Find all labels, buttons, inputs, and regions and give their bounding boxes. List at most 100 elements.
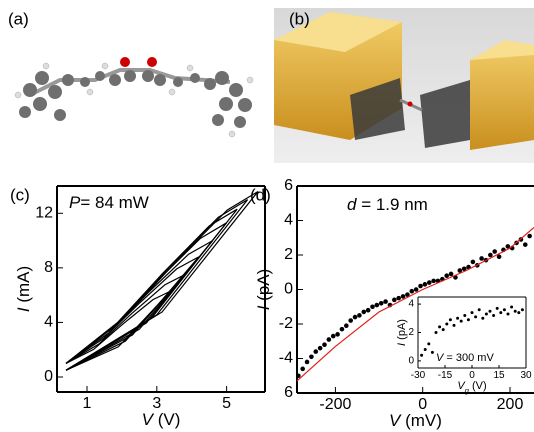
y-tick-label: -2 [279, 315, 293, 332]
data-point [478, 308, 481, 311]
data-point [401, 294, 406, 299]
data-point [442, 328, 445, 331]
data-point [327, 337, 332, 342]
y-tick-label: 4 [44, 314, 53, 331]
data-point [449, 272, 454, 277]
y-tick-label: 0 [408, 356, 414, 367]
label-text: = 300 mV [443, 352, 494, 364]
y-tick-label: 8 [44, 259, 53, 276]
y-tick-label: 6 [284, 177, 293, 194]
data-point [300, 367, 305, 372]
data-point [409, 289, 414, 294]
y-tick-label: 2 [408, 327, 414, 338]
data-point [305, 360, 310, 365]
label-text: (V) [469, 380, 487, 392]
data-point [366, 308, 371, 313]
panel-label: (d) [250, 185, 271, 204]
x-tick-label: -30 [411, 370, 426, 381]
data-point [431, 279, 436, 284]
data-point [521, 308, 524, 311]
data-point [296, 373, 301, 378]
data-point [510, 305, 513, 308]
data-point [463, 314, 466, 317]
data-point [445, 322, 448, 325]
x-tick-label: 1 [83, 395, 92, 412]
axis-label: I (pA) [254, 269, 273, 311]
data-point [309, 354, 314, 359]
data-point [479, 256, 484, 261]
data-point [313, 349, 318, 354]
data-point [335, 332, 340, 337]
data-point [340, 327, 345, 332]
data-point [424, 348, 427, 351]
molecule-image [15, 57, 253, 137]
data-point [499, 311, 502, 314]
data-point [460, 320, 463, 323]
axis-label: V (V) [142, 410, 181, 429]
y-tick-label: 0 [44, 368, 53, 385]
panel-label: (a) [8, 9, 29, 28]
y-tick-label: -4 [279, 350, 293, 367]
data-point [361, 310, 366, 315]
data-point [379, 301, 384, 306]
y-tick-label: 2 [284, 246, 293, 263]
data-point [348, 318, 353, 323]
data-point [471, 260, 476, 265]
data-point [370, 304, 375, 309]
data-point [423, 282, 428, 287]
data-point [488, 253, 493, 258]
axis-label: P= 84 mW [69, 193, 149, 212]
data-point [456, 317, 459, 320]
label-text: (pA) [254, 269, 273, 306]
data-point [322, 342, 327, 347]
data-point [523, 242, 528, 247]
data-point [431, 351, 434, 354]
y-tick-label: 12 [35, 205, 53, 222]
data-point [471, 311, 474, 314]
data-point [507, 313, 510, 316]
data-point [492, 249, 497, 254]
data-point [503, 308, 506, 311]
y-tick-label: 0 [284, 281, 293, 298]
data-point [392, 298, 397, 303]
data-point [474, 315, 477, 318]
data-point [492, 314, 495, 317]
data-point [453, 324, 456, 327]
label-text: = 1.9 nm [356, 195, 427, 214]
axis-label: V (mV) [389, 411, 442, 430]
x-tick-label: -15 [438, 370, 453, 381]
x-tick-label: 5 [222, 395, 231, 412]
data-point [353, 315, 358, 320]
data-point [427, 280, 432, 285]
label-text: (V) [153, 410, 180, 429]
data-point [467, 318, 470, 321]
data-point [427, 342, 430, 345]
label-text: (mA) [14, 266, 33, 308]
data-point [517, 311, 520, 314]
data-point [331, 334, 336, 339]
x-tick-label: 200 [497, 396, 524, 413]
y-tick-label: 6 [284, 384, 293, 401]
data-point [485, 313, 488, 316]
data-point [383, 299, 388, 304]
axis-label: I (pA) [396, 319, 408, 346]
axis-label: d = 1.9 nm [347, 195, 428, 214]
data-point [481, 317, 484, 320]
data-point [420, 354, 423, 357]
junction-image [274, 8, 534, 163]
data-point [396, 296, 401, 301]
data-line [66, 291, 171, 370]
label-text: (mV) [400, 411, 442, 430]
panel-label: (b) [289, 9, 310, 28]
axis-label: I (mA) [14, 266, 33, 312]
y-tick-label: 4 [408, 299, 414, 310]
data-point [418, 284, 423, 289]
data-point [514, 310, 517, 313]
data-point [357, 313, 362, 318]
x-tick-label: 15 [493, 370, 505, 381]
data-point [489, 310, 492, 313]
data-point [496, 307, 499, 310]
data-point [444, 273, 449, 278]
